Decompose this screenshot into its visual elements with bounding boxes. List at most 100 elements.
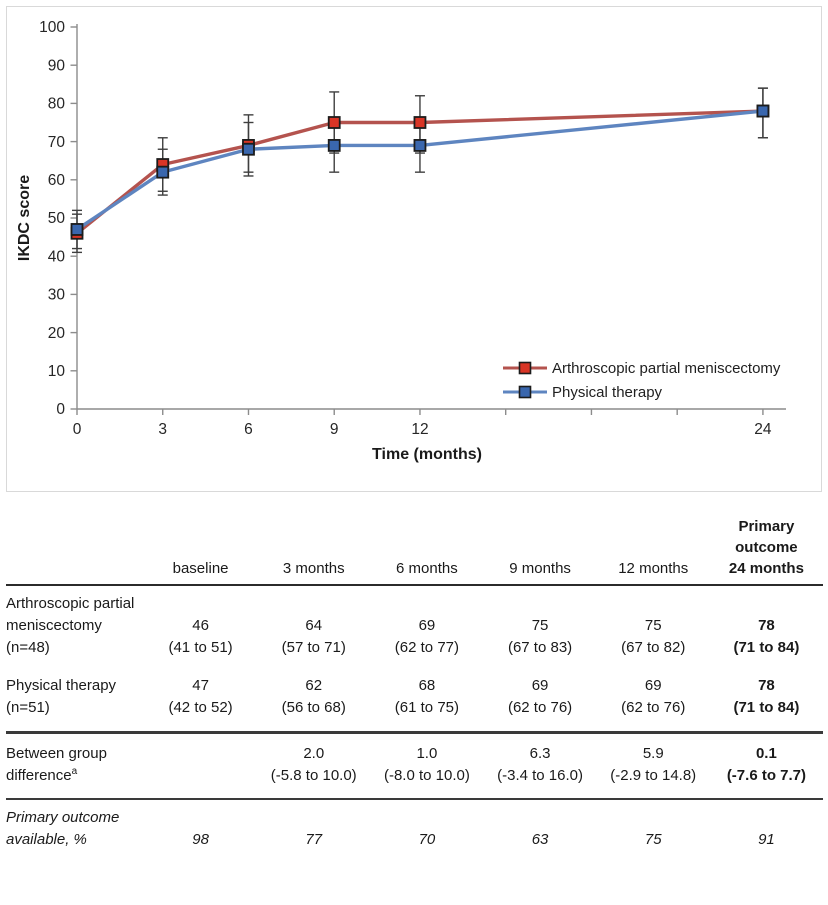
cell-value: 69 [531,677,549,694]
data-point-marker [327,139,341,152]
table-cell: 68 (61 to 75) [370,675,483,719]
row-label: Primary outcome available, % [6,809,120,848]
table-cell: 47 (42 to 52) [144,675,257,719]
x-tick-label: 3 [158,421,167,438]
legend-label: Arthroscopic partial meniscectomy [552,360,781,377]
x-tick-label: 6 [244,421,253,438]
table-cell: 1.0 (-8.0 to 10.0) [370,743,483,787]
cell-ci: (-2.9 to 14.8) [610,767,697,784]
axis-titles: Time (months) IKDC score [16,175,482,463]
cell-value: 63 [531,831,549,848]
cell-value: 64 [305,617,323,634]
results-table: baseline 3 months 6 months 9 months 12 m… [6,516,823,861]
y-tick-label: 10 [48,363,66,380]
cell-ci: (61 to 75) [394,699,460,716]
x-tick-label: 0 [73,421,82,438]
table-cell: 77 [257,807,370,851]
data-point-marker [413,139,427,152]
table-row-physical-therapy: Physical therapy (n=51) 47 (42 to 52) 62 (… [6,669,823,734]
cell-value: 62 [305,677,323,694]
cell-value: 98 [192,831,209,848]
cell-ci: (-8.0 to 10.0) [383,767,470,784]
cell-value: 1.0 [416,745,438,762]
row-label: Between group differencea [6,743,144,787]
cell-ci: (62 to 76) [621,699,686,716]
cell-value: 2.0 [303,745,325,762]
legend-entry: Physical therapy [503,384,663,401]
legend-marker [518,361,532,375]
cell-ci: (62 to 77) [394,639,460,656]
table-cell: 63 [483,807,596,851]
y-tick-label: 70 [48,134,66,151]
data-point-marker [156,165,170,179]
table-cell: 69 (62 to 77) [370,593,483,659]
x-axis-title: Time (months) [372,446,482,463]
cell-ci: (71 to 84) [733,699,800,716]
row-label: Arthroscopic partial meniscectomy (n=48) [6,595,135,656]
cell-ci: (42 to 52) [168,699,233,716]
table-cell: 69 (62 to 76) [483,675,596,719]
table-cell: 6.3 (-3.4 to 16.0) [483,743,596,787]
cell-value: 77 [305,831,323,848]
cell-ci: (67 to 82) [621,639,686,656]
data-point-marker [756,104,770,118]
y-tick-label: 40 [48,248,66,265]
cell-ci: (56 to 68) [281,699,346,716]
data-point-marker [70,223,84,236]
table-cell: 75 (67 to 83) [483,593,596,659]
cell-value: 91 [758,831,775,848]
cell-value: 75 [531,617,549,634]
table-cell: 75 [597,807,710,851]
cell-value: 0.1 [755,745,777,762]
table-row-between-group-difference: Between group differencea 2.0 (-5.8 to 10… [6,734,823,800]
legend-label: Physical therapy [552,384,663,401]
table-cell: 62 (56 to 68) [257,675,370,719]
data-point-marker [413,116,427,129]
cell-value: 78 [758,617,775,634]
cell-ci: (-5.8 to 10.0) [270,767,357,784]
legend-marker [518,385,532,399]
cell-ci: (41 to 51) [168,639,233,656]
table-cell: 75 (67 to 82) [597,593,710,659]
x-tick-label: 12 [411,421,428,438]
footnote-marker: a [71,766,78,777]
table-cell: 70 [370,807,483,851]
y-tick-label: 80 [48,96,66,113]
table-cell: 64 (57 to 71) [257,593,370,659]
cell-value: 46 [192,617,209,634]
cell-ci: (57 to 71) [281,639,346,656]
cell-value: 68 [418,677,436,694]
cell-ci: (-3.4 to 16.0) [497,767,584,784]
y-tick-label: 50 [48,210,66,227]
header-3-months: 3 months [282,560,345,577]
series-physical-therapy [70,104,770,236]
y-tick-label: 20 [48,325,66,342]
tick-labels: 0 10 20 30 40 50 60 70 80 90 100 0 3 6 9 12 24 [39,19,772,438]
table-cell-primary: 91 [710,807,823,851]
table-row-primary-outcome-available: Primary outcome available, % 98 77 70 63… [6,800,823,861]
cell-ci: (67 to 83) [507,639,573,656]
table-cell [144,743,257,787]
cell-value: 75 [644,617,662,634]
row-label: Physical therapy (n=51) [6,677,117,716]
data-point-marker [242,142,255,156]
cell-value: 70 [418,831,436,848]
header-12-months: 12 months [618,560,689,577]
ikdc-chart: 0 10 20 30 40 50 60 70 80 90 100 0 3 6 9 12 24 Arthroscop… [16,19,786,463]
header-9-months: 9 months [509,560,571,577]
header-baseline: baseline [172,560,229,577]
table-header-row: baseline 3 months 6 months 9 months 12 m… [6,516,823,586]
cell-value: 69 [644,677,662,694]
x-tick-label: 24 [754,421,772,438]
header-6-months: 6 months [396,560,458,577]
cell-ci: (71 to 84) [733,639,800,656]
table-cell: 5.9 (-2.9 to 14.8) [597,743,710,787]
table-cell-primary: 78 (71 to 84) [710,675,823,719]
table-cell: 46 (41 to 51) [144,593,257,659]
cell-value: 69 [418,617,436,634]
table-cell: 2.0 (-5.8 to 10.0) [257,743,370,787]
table-cell: 69 (62 to 76) [597,675,710,719]
y-tick-label: 0 [56,401,65,418]
cell-value: 6.3 [529,745,551,762]
y-tick-label: 90 [48,57,66,74]
